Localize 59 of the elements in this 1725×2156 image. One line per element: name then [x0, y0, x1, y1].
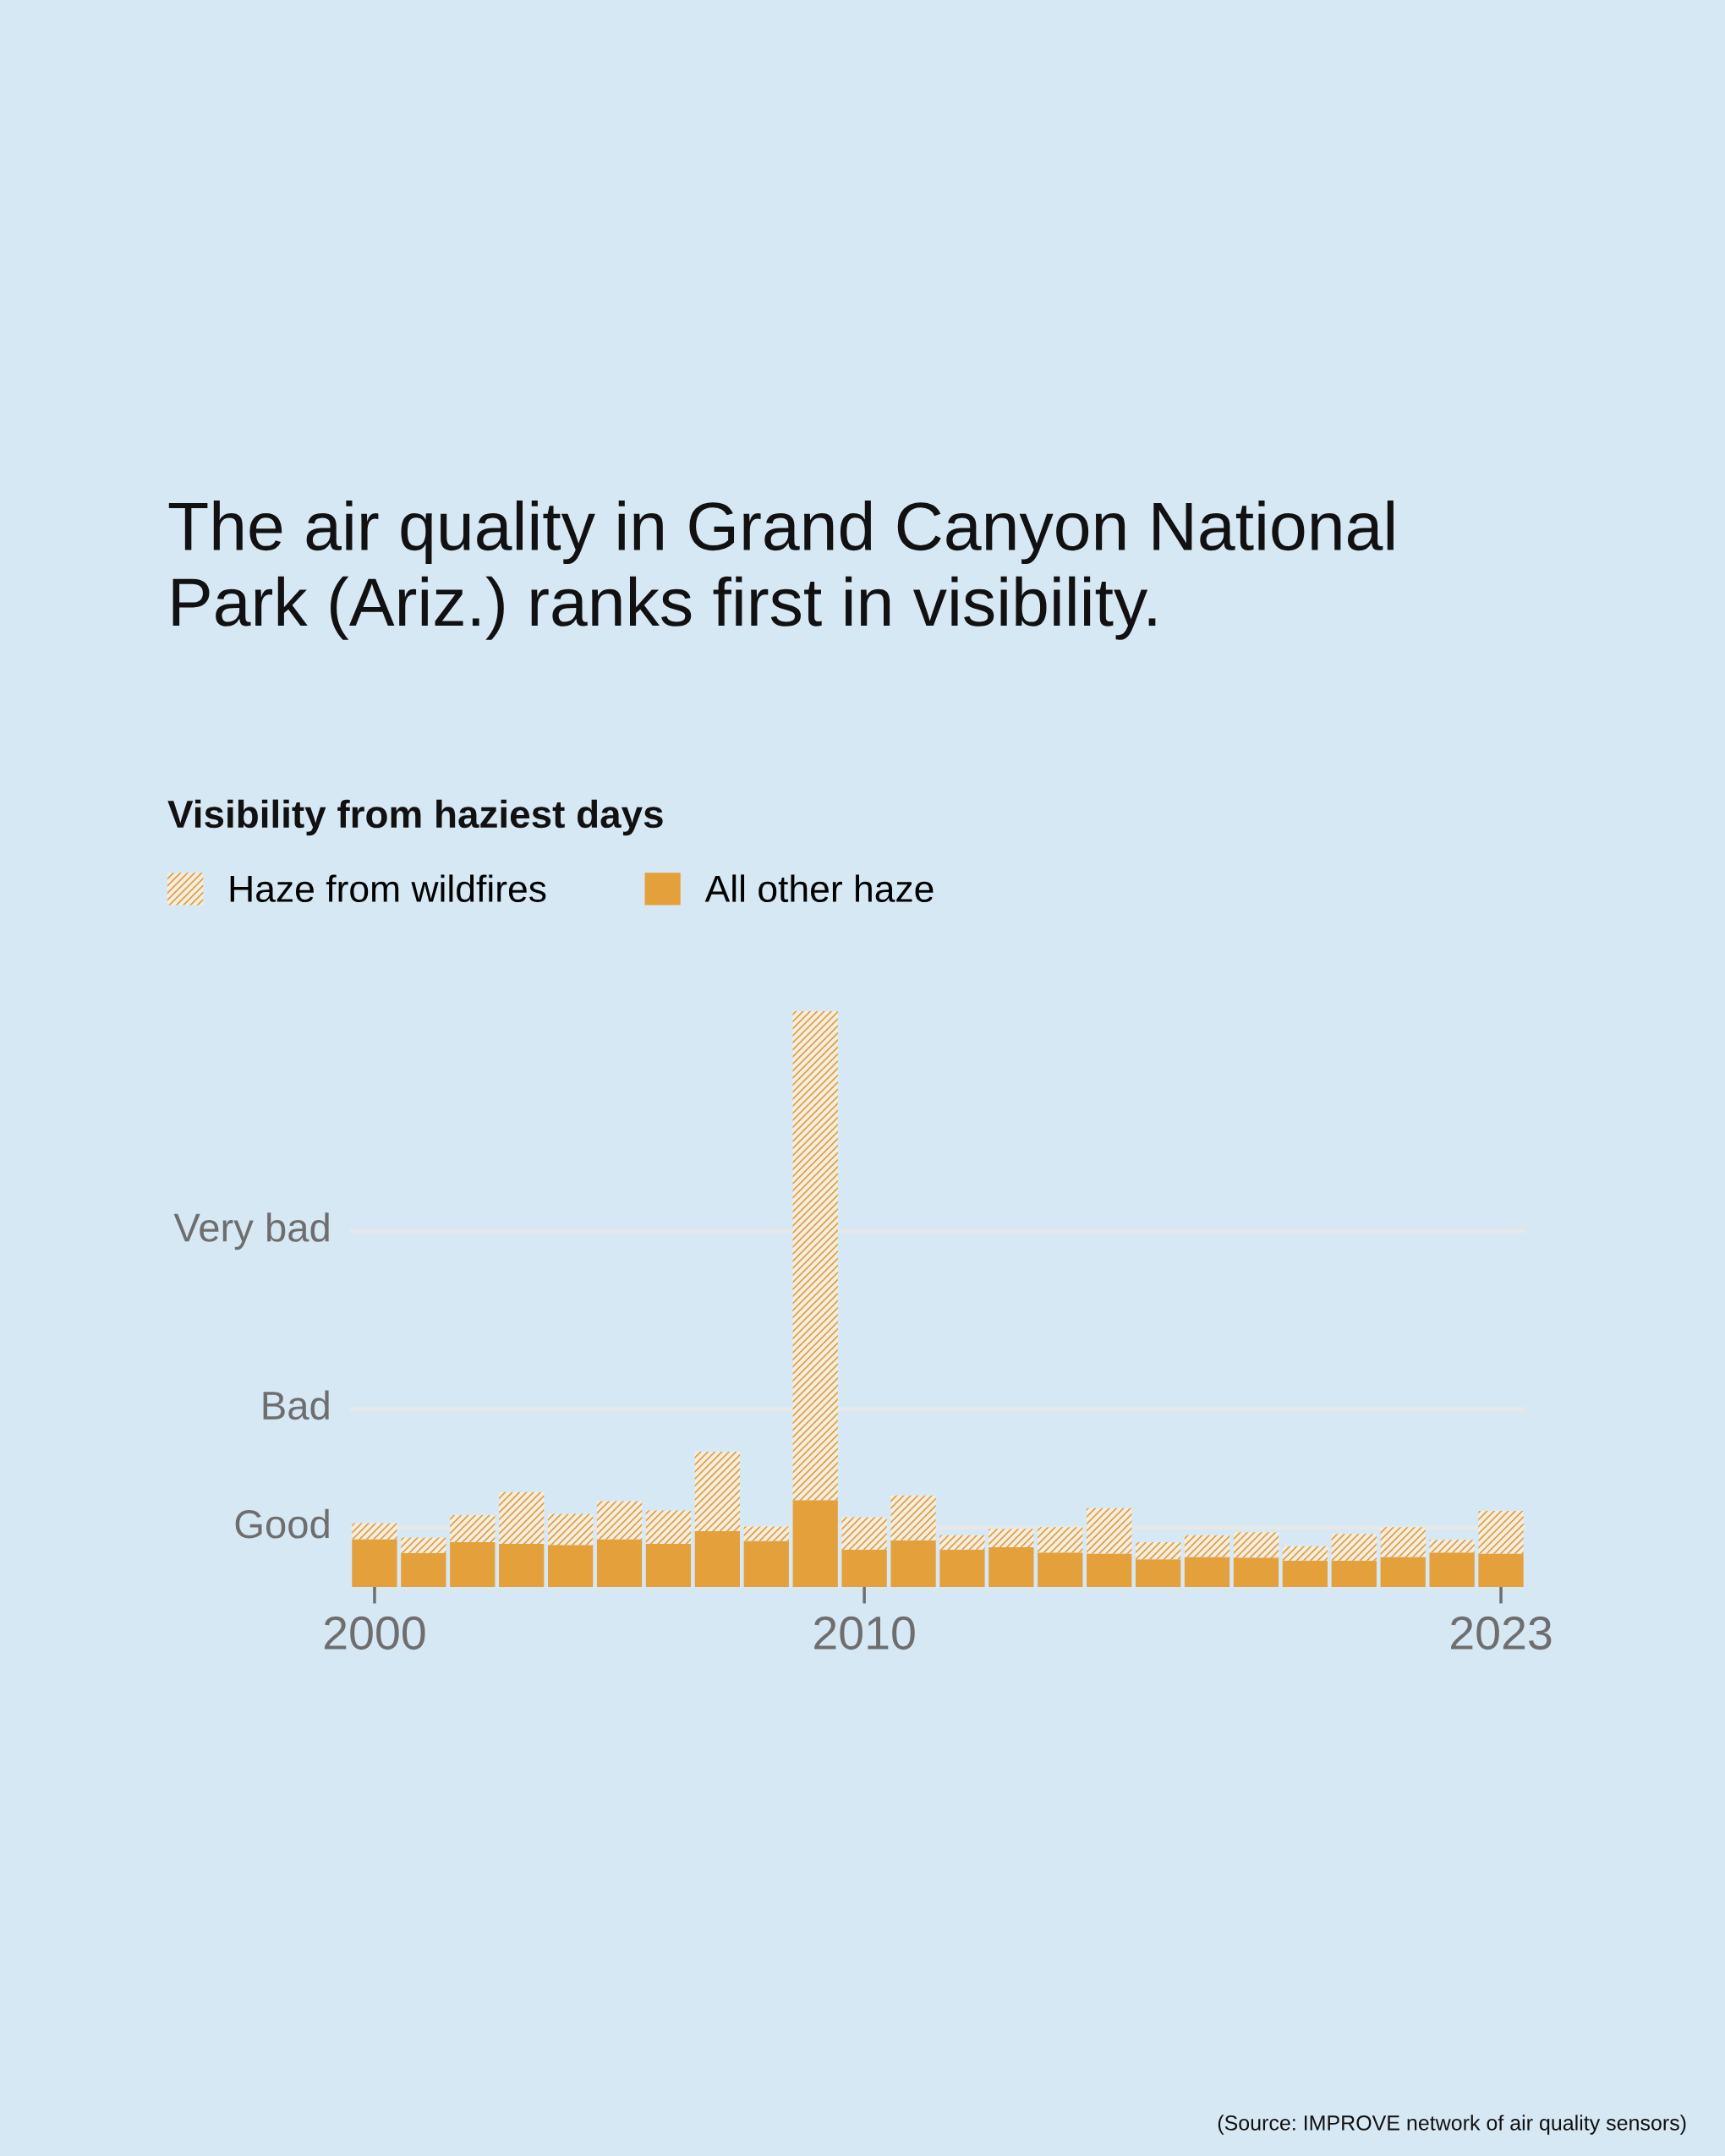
bar: [743, 1526, 789, 1541]
bar: [1380, 1557, 1426, 1587]
bar: [645, 1543, 692, 1587]
bar: [841, 1549, 887, 1587]
bar: [596, 1539, 643, 1587]
x-tick-label: 2023: [1451, 1616, 1552, 1650]
bar: [743, 1540, 789, 1587]
ref-line-label: Good: [235, 1508, 329, 1539]
legend-label: All other haze: [704, 874, 934, 903]
bar: [1429, 1552, 1475, 1587]
bar: [1478, 1511, 1524, 1554]
legend-label: Haze from wildfires: [230, 874, 546, 903]
bar: [1282, 1546, 1328, 1561]
bar: [450, 1514, 496, 1542]
chart-title: The air quality in Grand Canyon National Park (Ariz.) ranks first in visibility.: [168, 501, 1394, 640]
bar: [988, 1547, 1034, 1587]
x-tick-label: 2000: [324, 1616, 425, 1650]
bar: [1184, 1535, 1230, 1557]
bar: [1331, 1534, 1377, 1561]
bar: [890, 1540, 936, 1587]
bar: [939, 1549, 985, 1587]
text: (Source: IMPROVE network of air quality sensors): [1218, 2115, 1686, 2135]
bar: [352, 1539, 397, 1587]
bar: [547, 1545, 594, 1587]
bar: [499, 1491, 545, 1544]
bar: [596, 1501, 643, 1540]
bar: [694, 1451, 741, 1531]
bar: [1184, 1557, 1230, 1587]
bar: [499, 1543, 545, 1587]
bar: [1282, 1560, 1328, 1587]
bar: [1380, 1527, 1426, 1557]
bar: [1429, 1540, 1475, 1553]
bar: [694, 1530, 741, 1587]
bar: [792, 1011, 838, 1501]
bar: [841, 1517, 887, 1550]
chart-subtitle: Visibility from haziest days: [167, 799, 663, 836]
bar: [547, 1513, 594, 1546]
bar: [1233, 1557, 1279, 1587]
bar: [645, 1510, 692, 1544]
bar: [1038, 1552, 1083, 1587]
bar: [450, 1541, 496, 1587]
bar: [352, 1523, 397, 1540]
bar: [939, 1535, 985, 1550]
bar: [401, 1537, 446, 1553]
bar: [1087, 1553, 1132, 1587]
x-tick-label: 2010: [814, 1616, 915, 1650]
ref-line-label: Very bad: [173, 1212, 329, 1250]
bar: [1331, 1560, 1377, 1587]
bar: [792, 1500, 838, 1587]
bar: [1087, 1508, 1132, 1554]
bar: [1135, 1559, 1181, 1587]
ref-line-label: Bad: [263, 1390, 329, 1420]
bar: [1038, 1527, 1083, 1553]
bar: [1478, 1553, 1524, 1587]
bar: [401, 1552, 446, 1587]
bar: [890, 1495, 936, 1540]
bar: [1135, 1541, 1181, 1560]
bar: [1233, 1532, 1279, 1558]
bar: [988, 1529, 1034, 1548]
